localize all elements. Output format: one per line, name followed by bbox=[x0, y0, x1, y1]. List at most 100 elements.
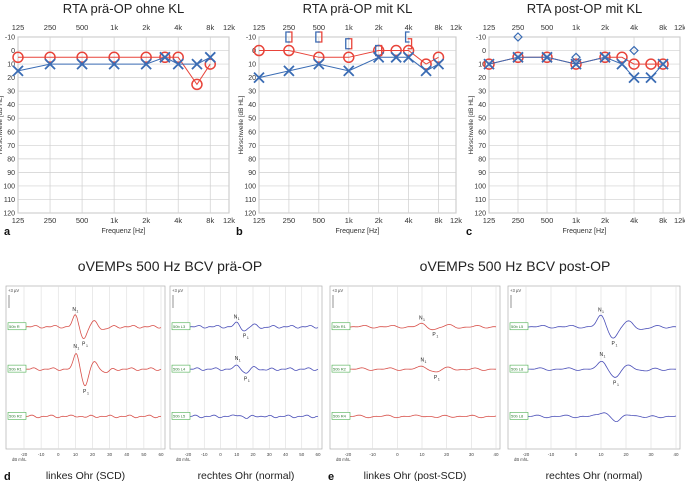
level-tick: 20 bbox=[7, 75, 15, 82]
freq-tick-top: 250 bbox=[44, 23, 57, 32]
vemp-x-tick: 0 bbox=[219, 452, 222, 457]
level-tick: 80 bbox=[248, 156, 256, 163]
threshold-circle-marker bbox=[628, 58, 640, 70]
level-tick: 90 bbox=[7, 170, 15, 177]
freq-tick-bottom: 8k bbox=[206, 216, 214, 225]
threshold-cross-marker bbox=[172, 58, 184, 70]
vemp-peak-label: P bbox=[613, 381, 617, 387]
bone-conduction-marker bbox=[629, 45, 639, 56]
level-tick: 90 bbox=[248, 170, 256, 177]
threshold-circle-marker bbox=[657, 58, 669, 70]
threshold-cross-marker bbox=[283, 65, 295, 77]
vemp-peak-subscript: 1 bbox=[602, 310, 604, 314]
threshold-circle-marker bbox=[44, 51, 56, 64]
threshold-circle-marker bbox=[342, 51, 355, 64]
vemp-x-tick: 20 bbox=[90, 452, 96, 457]
threshold-circle-marker bbox=[140, 51, 152, 64]
freq-tick-top: 4k bbox=[174, 23, 182, 32]
threshold-cross-marker bbox=[420, 65, 432, 77]
freq-tick-top: 12k bbox=[223, 23, 235, 32]
panel-letter: e bbox=[328, 471, 334, 483]
freq-tick-bottom: 8k bbox=[659, 216, 667, 225]
vemp-peak-label: P bbox=[434, 375, 438, 381]
vemp-trace-tag: 50b R1 bbox=[9, 366, 23, 371]
vemp-peak-subscript: 1 bbox=[436, 335, 438, 339]
vemp-trace bbox=[187, 321, 319, 332]
vemp-trace-tag-box bbox=[171, 322, 191, 331]
level-tick: 20 bbox=[248, 75, 256, 82]
y-axis-label: Hörschwelle [dB HL] bbox=[238, 95, 245, 154]
vemp-peak-subscript: 1 bbox=[248, 379, 250, 383]
level-tick: 10 bbox=[248, 62, 256, 69]
level-tick: -10 bbox=[5, 35, 15, 42]
vemp-trace-tag: 50b L8 bbox=[511, 414, 524, 419]
vemp-x-tick: 10 bbox=[598, 452, 604, 457]
vemp-x-tick: 0 bbox=[57, 452, 60, 457]
vemp-scale-label: +3 µV bbox=[172, 288, 183, 293]
vemp-x-tick: 40 bbox=[673, 452, 679, 457]
vemp-peak-label: N bbox=[598, 307, 602, 313]
threshold-cross-marker bbox=[599, 51, 611, 63]
freq-tick-top: 1k bbox=[572, 23, 580, 32]
level-tick: 60 bbox=[248, 129, 256, 136]
audiogram-title: RTA prä-OP mit KL bbox=[303, 1, 413, 16]
threshold-cross-marker bbox=[616, 58, 628, 70]
bone-conduction-marker bbox=[345, 38, 350, 50]
level-tick: 0 bbox=[482, 48, 486, 55]
level-tick: 70 bbox=[478, 143, 486, 150]
vemp-peak-subscript: 1 bbox=[86, 344, 88, 348]
vemp-x-tick: 10 bbox=[234, 452, 240, 457]
audiogram-3: RTA post-OP mit KL1251252502505005001k1k… bbox=[466, 1, 685, 238]
vemp-trace-tag: 50b L5 bbox=[511, 324, 524, 329]
vemp-trace-tag: 50b R2 bbox=[9, 414, 23, 419]
level-tick: 90 bbox=[478, 170, 486, 177]
audiogram-title: RTA post-OP mit KL bbox=[527, 1, 643, 16]
vemp-x-tick: 10 bbox=[419, 452, 425, 457]
level-tick: 70 bbox=[248, 143, 256, 150]
freq-tick-bottom: 250 bbox=[283, 216, 296, 225]
plot-area bbox=[258, 36, 457, 214]
vemp-x-tick: 40 bbox=[124, 452, 130, 457]
vemp-peak-subscript: 1 bbox=[239, 359, 241, 363]
threshold-cross-marker bbox=[512, 51, 524, 63]
threshold-circle-marker bbox=[599, 51, 611, 64]
freq-tick-top: 250 bbox=[283, 23, 296, 32]
threshold-circle-marker bbox=[313, 51, 325, 64]
freq-tick-bottom: 500 bbox=[76, 216, 89, 225]
vemp-x-tick: 20 bbox=[444, 452, 450, 457]
vemp-trace-tag: 50b L4 bbox=[173, 366, 186, 371]
level-tick: 20 bbox=[478, 75, 486, 82]
threshold-circle-marker bbox=[390, 44, 402, 57]
x-axis-label: Frequenz [Hz] bbox=[563, 228, 607, 235]
audiogram-title: RTA prä-OP ohne KL bbox=[63, 1, 184, 16]
threshold-cross-marker bbox=[541, 51, 553, 63]
vemp-peak-label: N bbox=[600, 352, 604, 358]
freq-tick-bottom: 500 bbox=[313, 216, 326, 225]
freq-tick-bottom: 8k bbox=[435, 216, 443, 225]
freq-tick-top: 500 bbox=[541, 23, 554, 32]
series-line bbox=[259, 50, 439, 65]
vemp-trace bbox=[347, 365, 496, 373]
threshold-cross-marker bbox=[44, 58, 56, 70]
vemp-trace-tag: 50b R2 bbox=[333, 366, 347, 371]
freq-tick-top: 125 bbox=[12, 23, 25, 32]
vemp-scale-label: +3 µV bbox=[510, 288, 521, 293]
freq-tick-top: 125 bbox=[253, 23, 266, 32]
vemp-trace-tag-box bbox=[171, 364, 191, 373]
vemp-peak-subscript: 1 bbox=[438, 378, 440, 382]
level-tick: 110 bbox=[475, 197, 486, 204]
vemp-trace-tag-box bbox=[7, 364, 27, 373]
vemp-trace-tag-box bbox=[7, 412, 27, 420]
bone-conduction-marker bbox=[285, 31, 290, 43]
threshold-cross-marker bbox=[76, 58, 88, 70]
threshold-circle-marker bbox=[645, 58, 657, 70]
audiogram-2: RTA prä-OP mit KL 125 125 250 250 500 500 1k 1k 2… bbox=[236, 1, 462, 238]
level-tick: 100 bbox=[244, 183, 256, 190]
freq-tick-bottom: 12k bbox=[674, 216, 685, 225]
level-tick: 30 bbox=[478, 89, 486, 96]
vemp-scale-label: +3 µV bbox=[332, 288, 343, 293]
vemp-x-tick: -10 bbox=[201, 452, 208, 457]
